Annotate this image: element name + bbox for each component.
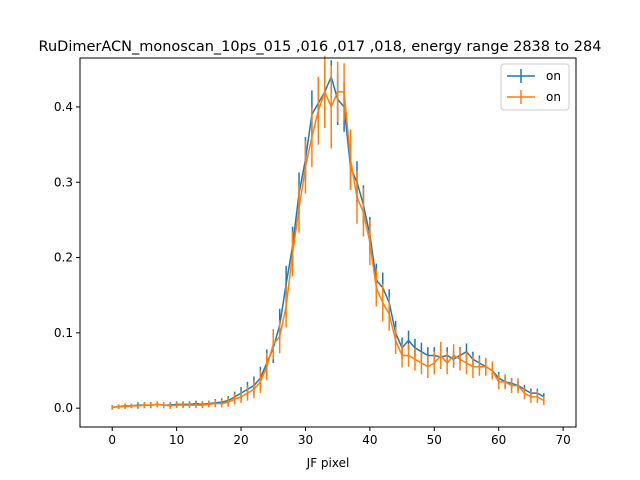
x-tick-label: 40 bbox=[362, 433, 377, 447]
legend-label-1: on bbox=[546, 69, 561, 83]
y-tick-label: 0.1 bbox=[54, 326, 73, 340]
y-tick-label: 0.0 bbox=[54, 401, 73, 415]
series-2 bbox=[111, 55, 545, 410]
x-tick-label: 50 bbox=[427, 433, 442, 447]
x-tick-label: 30 bbox=[298, 433, 313, 447]
legend: on on bbox=[500, 63, 570, 111]
x-tick-label: 20 bbox=[233, 433, 248, 447]
x-axis-label: JF pixel bbox=[306, 456, 350, 470]
series-layer bbox=[111, 55, 545, 410]
legend-entry-2: on bbox=[507, 90, 561, 104]
x-axis-ticks: 0 10 20 30 40 50 60 70 bbox=[108, 427, 571, 447]
legend-entry-1: on bbox=[507, 69, 561, 83]
y-tick-label: 0.2 bbox=[54, 251, 73, 265]
legend-label-2: on bbox=[546, 90, 561, 104]
x-tick-label: 70 bbox=[555, 433, 570, 447]
y-tick-label: 0.3 bbox=[54, 175, 73, 189]
x-tick-label: 60 bbox=[491, 433, 506, 447]
x-tick-label: 0 bbox=[108, 433, 116, 447]
x-tick-label: 10 bbox=[169, 433, 184, 447]
plot-area: 0 10 20 30 40 50 60 70 0.0 0.1 0.2 0.3 0.4 bbox=[54, 55, 577, 447]
chart-title: RuDimerACN_monoscan_10ps_015 ,016 ,017 ,… bbox=[39, 39, 602, 55]
y-tick-label: 0.4 bbox=[54, 100, 73, 114]
y-axis-ticks: 0.0 0.1 0.2 0.3 0.4 bbox=[54, 100, 80, 415]
axes-frame bbox=[79, 57, 577, 428]
series-line-2 bbox=[112, 91, 545, 409]
